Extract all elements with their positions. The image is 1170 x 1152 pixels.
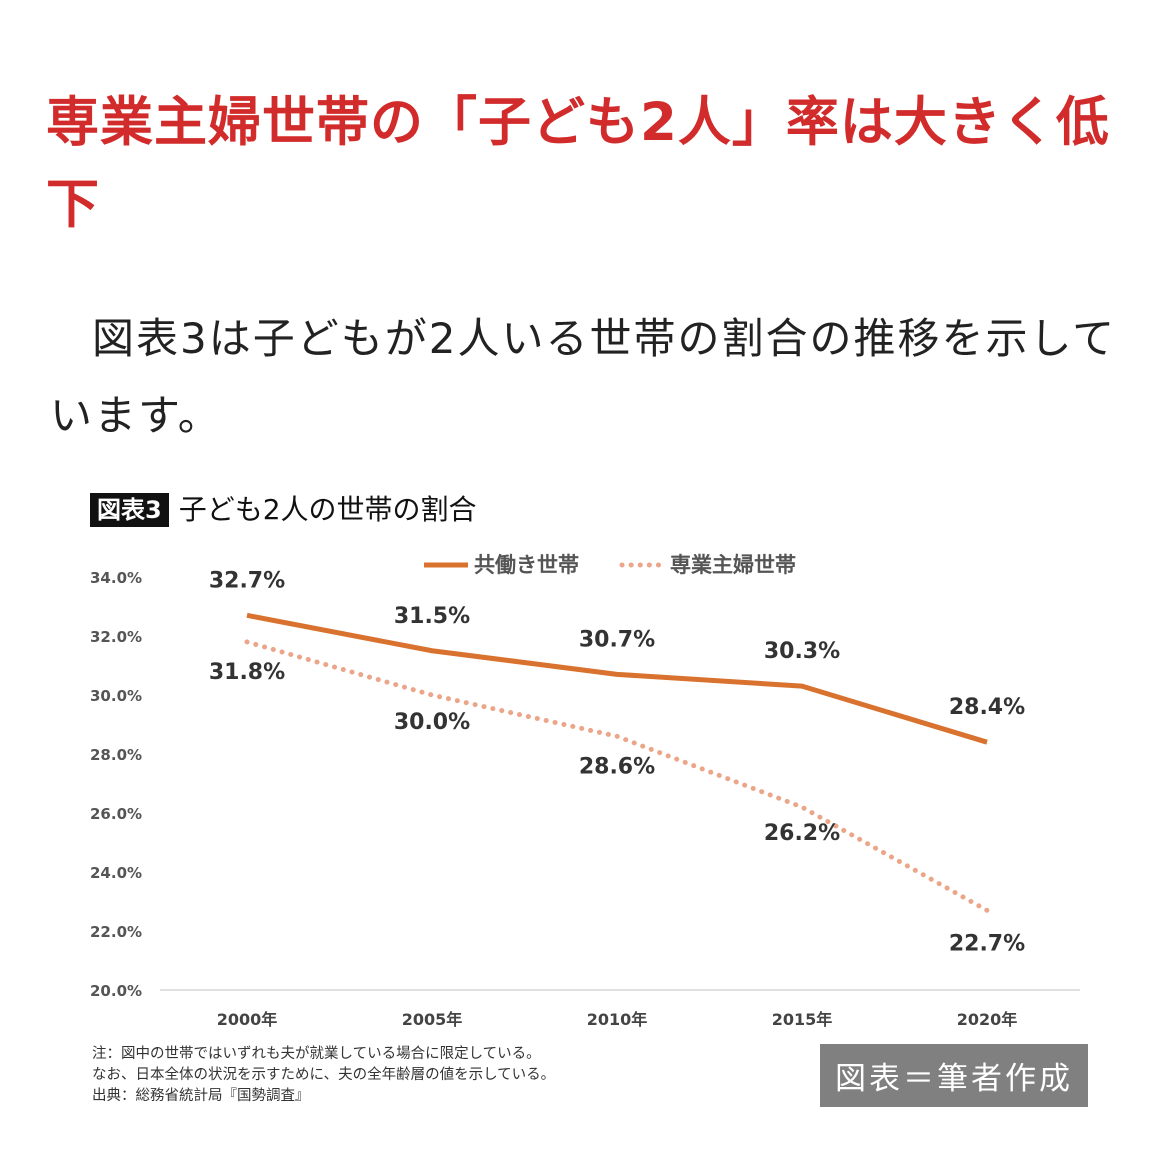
data-label: 28.4% [949, 695, 1025, 720]
data-label: 26.2% [764, 821, 840, 846]
y-tick-label: 20.0% [90, 982, 142, 1000]
figure-name: 子ども2人の世帯の割合 [178, 493, 477, 526]
y-tick-label: 26.0% [90, 805, 142, 823]
source-line: 出典：総務省統計局『国勢調査』 [92, 1088, 310, 1104]
data-label: 22.7% [949, 931, 1025, 956]
legend-label: 専業主婦世帯 [670, 553, 796, 577]
y-tick-label: 34.0% [90, 569, 142, 587]
y-tick-label: 32.0% [90, 628, 142, 646]
y-tick-label: 30.0% [90, 687, 142, 705]
data-label: 28.6% [579, 754, 655, 779]
y-tick-label: 22.0% [90, 923, 142, 941]
data-label: 30.0% [394, 710, 470, 735]
article-body: 図表3は子どもが2人いる世帯の割合の推移を示しています。 [50, 314, 1117, 440]
line-chart: 20.0% 22.0% 24.0% 26.0% 28.0% 30.0% 32.0% 34.0%… [90, 553, 1080, 1029]
article-heading: 専業主婦世帯の「子ども2人」率は大きく低下 [46, 92, 1110, 235]
credit-badge: 図表＝筆者作成 [820, 1044, 1088, 1107]
data-label: 31.5% [394, 604, 470, 629]
data-label: 32.7% [209, 568, 285, 593]
legend-label: 共働き世帯 [474, 553, 579, 577]
note-line: 注：図中の世帯ではいずれも夫が就業している場合に限定している。 [92, 1046, 541, 1062]
x-tick-label: 2020年 [957, 1010, 1018, 1029]
figure-tag: 図表3 [90, 493, 169, 527]
data-label: 31.8% [209, 660, 285, 685]
x-tick-label: 2005年 [402, 1010, 463, 1029]
y-tick-label: 28.0% [90, 746, 142, 764]
data-label: 30.3% [764, 639, 840, 664]
series-line-housewife [244, 639, 990, 913]
series-line-dual-income [246, 612, 988, 745]
figure-title: 図表3 子ども2人の世帯の割合 [90, 490, 477, 530]
note-line: なお、日本全体の状況を示すために、夫の全年齢層の値を示している。 [92, 1067, 556, 1083]
figure-notes: 注：図中の世帯ではいずれも夫が就業している場合に限定している。 なお、日本全体の… [92, 1044, 812, 1107]
data-label: 30.7% [579, 627, 655, 652]
x-tick-label: 2010年 [587, 1010, 648, 1029]
x-tick-label: 2015年 [772, 1010, 833, 1029]
y-tick-label: 24.0% [90, 864, 142, 882]
x-tick-label: 2000年 [217, 1010, 278, 1029]
